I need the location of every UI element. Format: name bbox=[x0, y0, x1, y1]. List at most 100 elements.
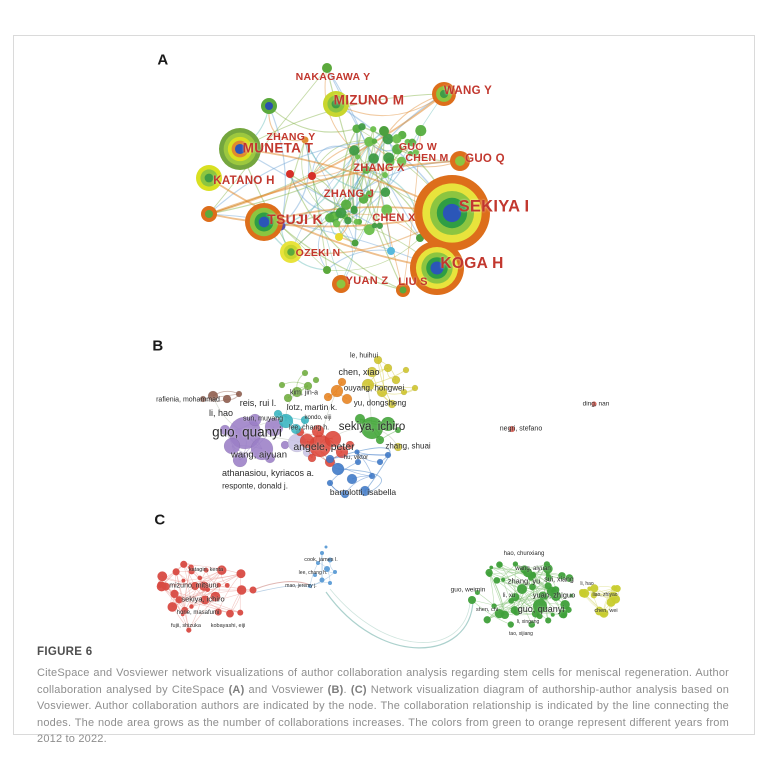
author-label: liao, zhiyao bbox=[592, 592, 618, 598]
author-label: KOGA H bbox=[440, 255, 504, 272]
network-node bbox=[325, 213, 335, 223]
network-edge bbox=[487, 585, 549, 621]
author-label: reis, rui l. bbox=[239, 398, 277, 408]
network-node bbox=[175, 596, 183, 604]
network-node bbox=[489, 565, 494, 570]
network-node bbox=[382, 133, 394, 145]
author-label: KATANO H bbox=[213, 175, 275, 187]
network-node bbox=[590, 584, 599, 593]
network-edge bbox=[289, 173, 360, 223]
network-node bbox=[207, 390, 219, 402]
network-node bbox=[325, 454, 335, 464]
network-node bbox=[299, 433, 315, 449]
network-node bbox=[396, 156, 407, 167]
network-node bbox=[327, 557, 333, 563]
network-node bbox=[384, 451, 392, 459]
network-edge bbox=[311, 145, 355, 177]
author-label: lee, chang h. bbox=[288, 424, 330, 432]
network-node bbox=[551, 586, 560, 594]
author-label: sui, xiang bbox=[544, 576, 574, 584]
network-node bbox=[332, 220, 341, 228]
network-node bbox=[248, 413, 262, 427]
author-label: sekiya, ichiro bbox=[338, 421, 406, 433]
network-edge bbox=[311, 175, 342, 285]
network-node bbox=[543, 564, 553, 574]
network-node bbox=[590, 592, 597, 599]
network-node bbox=[500, 610, 510, 620]
network-node bbox=[349, 145, 360, 156]
network-edge bbox=[329, 588, 471, 643]
network-node bbox=[340, 489, 350, 499]
network-node bbox=[324, 545, 328, 549]
network-node bbox=[354, 449, 360, 455]
network-node bbox=[236, 569, 246, 579]
network-node bbox=[312, 376, 320, 384]
network-node bbox=[375, 435, 385, 445]
network-node bbox=[364, 136, 374, 147]
network-node bbox=[392, 134, 402, 144]
network-node bbox=[351, 239, 359, 247]
network-node bbox=[354, 458, 362, 466]
author-label: ZHANG X bbox=[353, 162, 405, 174]
network-node bbox=[392, 144, 403, 155]
network-node bbox=[191, 582, 199, 590]
network-edge bbox=[208, 157, 374, 215]
author-label: ouyang, hongwei bbox=[343, 383, 405, 393]
network-node bbox=[167, 602, 178, 612]
author-label: mizuno, mitsuru bbox=[169, 582, 219, 590]
network-node bbox=[204, 173, 214, 183]
network-edge bbox=[208, 67, 328, 215]
network-node bbox=[412, 149, 419, 156]
network-edge bbox=[487, 564, 548, 621]
network-node bbox=[232, 452, 248, 468]
author-label: sun, muyang bbox=[242, 415, 284, 423]
author-label: zhang, shuai bbox=[385, 441, 431, 451]
network-node bbox=[249, 586, 257, 594]
network-node bbox=[501, 577, 506, 582]
network-node bbox=[341, 393, 353, 405]
network-node bbox=[181, 606, 189, 614]
network-node bbox=[222, 394, 232, 404]
network-edge bbox=[304, 139, 356, 244]
author-label: li, xingang bbox=[516, 619, 540, 625]
network-node bbox=[550, 612, 555, 617]
network-edge bbox=[217, 573, 242, 613]
network-node bbox=[181, 578, 186, 583]
network-node bbox=[381, 204, 393, 216]
network-node bbox=[286, 170, 294, 178]
network-node bbox=[264, 452, 276, 464]
network-node bbox=[394, 426, 402, 434]
network-node bbox=[599, 608, 607, 617]
network-node bbox=[366, 366, 378, 378]
network-node bbox=[226, 609, 234, 618]
author-label: bartolotti, isabella bbox=[329, 487, 397, 497]
caption-segment: . bbox=[343, 683, 351, 696]
network-node bbox=[528, 621, 536, 628]
network-node bbox=[214, 608, 222, 616]
network-node bbox=[358, 194, 369, 204]
network-node bbox=[311, 424, 325, 438]
network-edge bbox=[289, 173, 404, 291]
network-node bbox=[328, 581, 332, 585]
network-node bbox=[379, 126, 389, 136]
network-node bbox=[203, 567, 209, 573]
author-label: tao, xijiang bbox=[509, 631, 533, 637]
network-edge bbox=[280, 150, 355, 227]
network-edge bbox=[268, 105, 287, 227]
network-node bbox=[361, 378, 375, 392]
network-edge bbox=[494, 595, 557, 607]
author-label: OZEKI N bbox=[295, 247, 341, 259]
network-edge bbox=[208, 140, 375, 215]
network-node bbox=[371, 222, 378, 229]
network-edge bbox=[208, 177, 438, 269]
network-node bbox=[493, 577, 501, 584]
network-node bbox=[376, 458, 384, 466]
network-node bbox=[371, 138, 378, 144]
network-node bbox=[157, 571, 168, 582]
network-node bbox=[591, 401, 597, 407]
network-node bbox=[368, 472, 376, 480]
author-label: GUO Q bbox=[465, 153, 505, 165]
network-node bbox=[308, 172, 316, 180]
